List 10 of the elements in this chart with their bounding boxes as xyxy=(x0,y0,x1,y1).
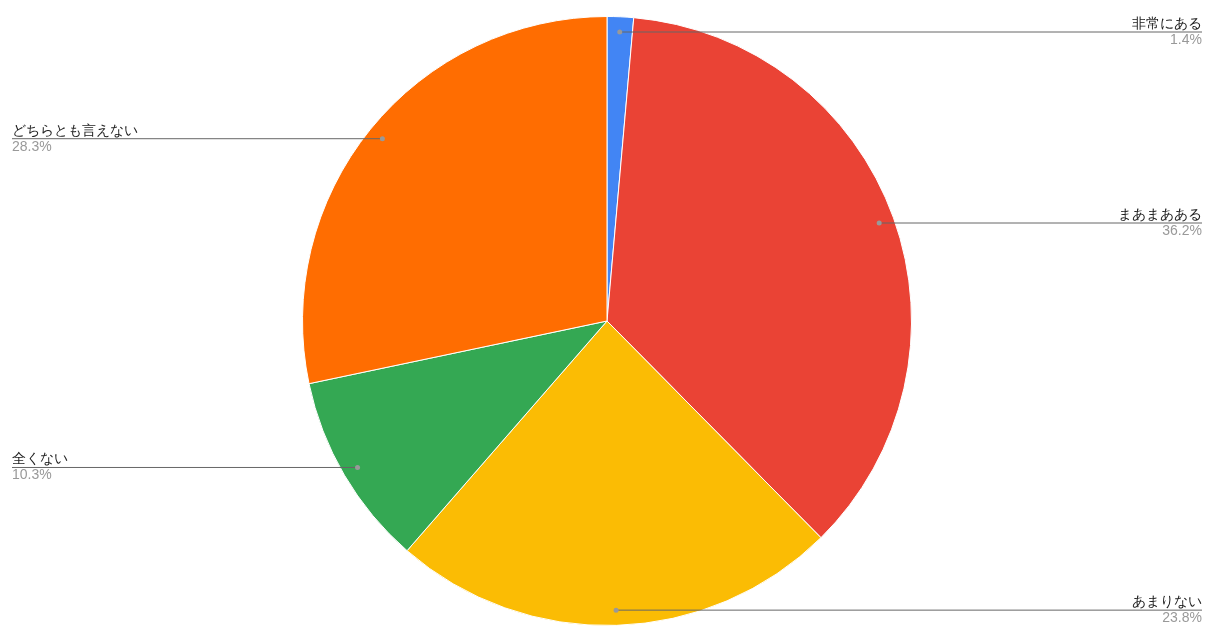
slice-label: あまりない xyxy=(1132,592,1202,609)
data-label: 23.8% xyxy=(1162,608,1202,625)
data-label: 10.3% xyxy=(12,466,52,483)
slice-label: どちらとも言えない xyxy=(12,121,138,138)
slice-label: まあまあある xyxy=(1118,205,1202,222)
slice-label: 全くない xyxy=(12,450,68,467)
slice-label: 非常にある xyxy=(1132,14,1202,31)
data-label: 28.3% xyxy=(12,137,52,154)
data-label: 36.2% xyxy=(1162,221,1202,238)
data-label: 1.4% xyxy=(1170,30,1202,47)
